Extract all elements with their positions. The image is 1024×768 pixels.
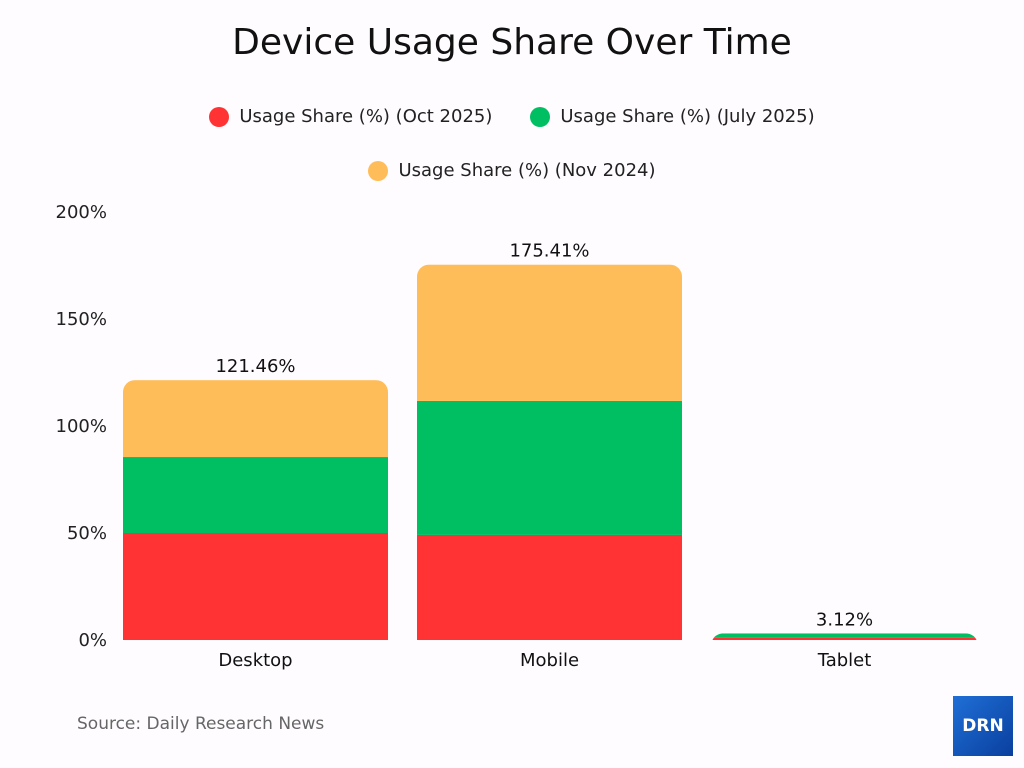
bar-stack-tablet bbox=[712, 633, 977, 640]
bar-segment bbox=[123, 533, 388, 640]
logo-text: DRN bbox=[962, 716, 1004, 736]
legend-label: Usage Share (%) (Oct 2025) bbox=[239, 106, 493, 127]
x-tick-label: Desktop bbox=[218, 650, 292, 671]
y-tick-label: 200% bbox=[56, 202, 107, 223]
x-tick-label: Tablet bbox=[817, 650, 872, 671]
legend-swatch bbox=[530, 106, 551, 127]
total-label: 3.12% bbox=[816, 609, 873, 630]
legend-swatch bbox=[368, 160, 389, 181]
bar-segment bbox=[417, 400, 682, 535]
bar-segment bbox=[417, 534, 682, 640]
source-note: Source: Daily Research News bbox=[77, 714, 325, 734]
y-tick-label: 50% bbox=[67, 523, 107, 544]
bar-segment bbox=[712, 637, 977, 640]
legend: Usage Share (%) (Oct 2025) Usage Share (… bbox=[0, 106, 1024, 127]
legend-row-2: Usage Share (%) (Nov 2024) bbox=[0, 160, 1024, 181]
bar-stack-mobile bbox=[417, 264, 682, 640]
bar-stack-desktop bbox=[123, 380, 388, 640]
legend-item-nov-2024: Usage Share (%) (Nov 2024) bbox=[368, 160, 656, 181]
legend-swatch bbox=[209, 106, 230, 127]
legend-label: Usage Share (%) (Nov 2024) bbox=[398, 160, 656, 181]
legend-label: Usage Share (%) (July 2025) bbox=[560, 106, 815, 127]
bar-segment bbox=[123, 380, 388, 458]
bar-segment bbox=[123, 457, 388, 533]
x-tick-label: Mobile bbox=[520, 650, 579, 671]
y-tick-label: 0% bbox=[78, 630, 107, 651]
chart-title: Device Usage Share Over Time bbox=[232, 22, 792, 63]
total-label: 121.46% bbox=[215, 356, 295, 377]
bar-segment bbox=[417, 264, 682, 401]
legend-item-oct-2025: Usage Share (%) (Oct 2025) bbox=[209, 106, 492, 127]
y-tick-label: 150% bbox=[56, 309, 107, 330]
total-label: 175.41% bbox=[509, 241, 589, 262]
drn-logo: DRN bbox=[953, 696, 1013, 756]
legend-item-july-2025: Usage Share (%) (July 2025) bbox=[530, 106, 815, 127]
y-tick-label: 100% bbox=[56, 416, 107, 437]
bar-segment bbox=[712, 633, 977, 638]
